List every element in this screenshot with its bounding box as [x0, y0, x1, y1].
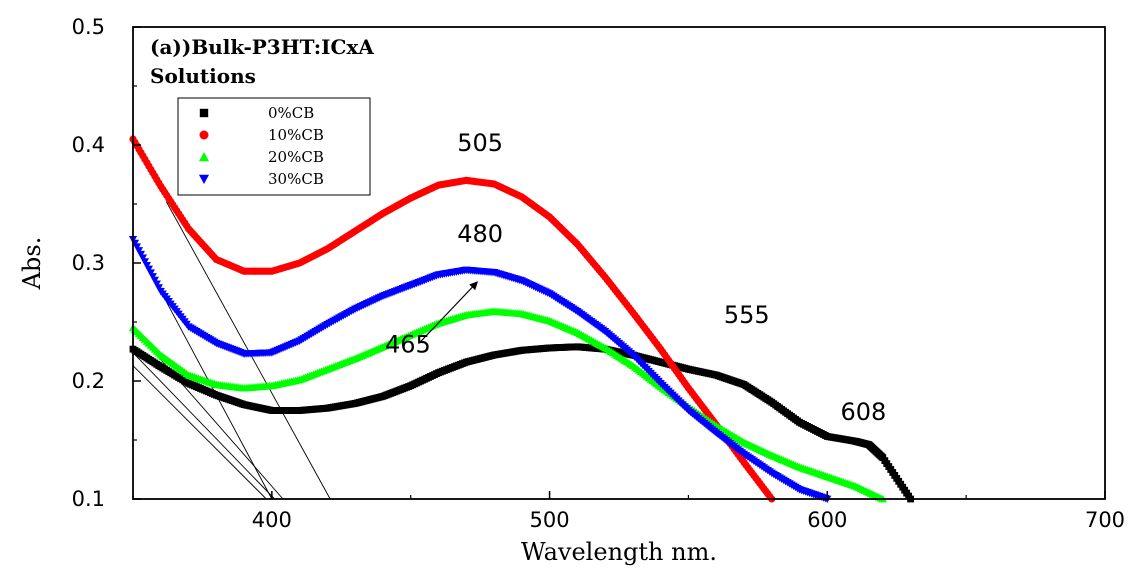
- legend-marker: [199, 108, 209, 118]
- x-axis-label: Wavelength nm.: [521, 538, 717, 566]
- peak-annotation: 608: [840, 398, 886, 426]
- legend: 0%CB 10%CB 20%CB 30%CB: [177, 97, 371, 196]
- annotation-arrow: [418, 281, 478, 344]
- y-tick-label: 0.2: [72, 369, 105, 393]
- y-axis-label: Abs.: [18, 237, 46, 291]
- x-tick-label: 600: [807, 508, 847, 532]
- y-axis: 0.1 0.2 0.3 0.4 0.5: [72, 15, 141, 511]
- x-tick-label: 700: [1085, 508, 1125, 532]
- chart-title: (a))Bulk-P3HT:ICxA: [150, 35, 374, 59]
- legend-label: 30%CB: [268, 170, 324, 188]
- chart-subtitle: Solutions: [150, 64, 256, 88]
- y-tick-label: 0.4: [72, 133, 105, 157]
- peak-annotation: 555: [724, 301, 770, 329]
- reference-line: [132, 365, 267, 500]
- series-layer: [128, 135, 914, 504]
- legend-marker: [198, 174, 210, 185]
- peak-annotation: 480: [457, 220, 503, 248]
- annotation-layer: 505 480 465 555 608: [385, 129, 886, 426]
- peak-annotation: 505: [457, 129, 503, 157]
- legend-marker: [199, 130, 209, 140]
- x-axis: 400 500 600 700: [132, 491, 1125, 532]
- legend-label: 10%CB: [268, 126, 324, 144]
- x-tick-label: 400: [252, 508, 292, 532]
- legend-label: 0%CB: [268, 104, 314, 122]
- y-tick-label: 0.3: [72, 251, 105, 275]
- y-tick-label: 0.1: [72, 487, 105, 511]
- peak-annotation: 465: [385, 331, 431, 359]
- legend-marker: [198, 151, 210, 162]
- reference-line: [132, 352, 275, 500]
- series-20-cb: [128, 307, 887, 503]
- series-30-cb: [128, 236, 832, 504]
- y-tick-label: 0.5: [72, 15, 105, 39]
- series-0-cb: [129, 343, 914, 503]
- legend-label: 20%CB: [268, 148, 324, 166]
- legend-box: [177, 97, 371, 196]
- x-tick-label: 500: [530, 508, 570, 532]
